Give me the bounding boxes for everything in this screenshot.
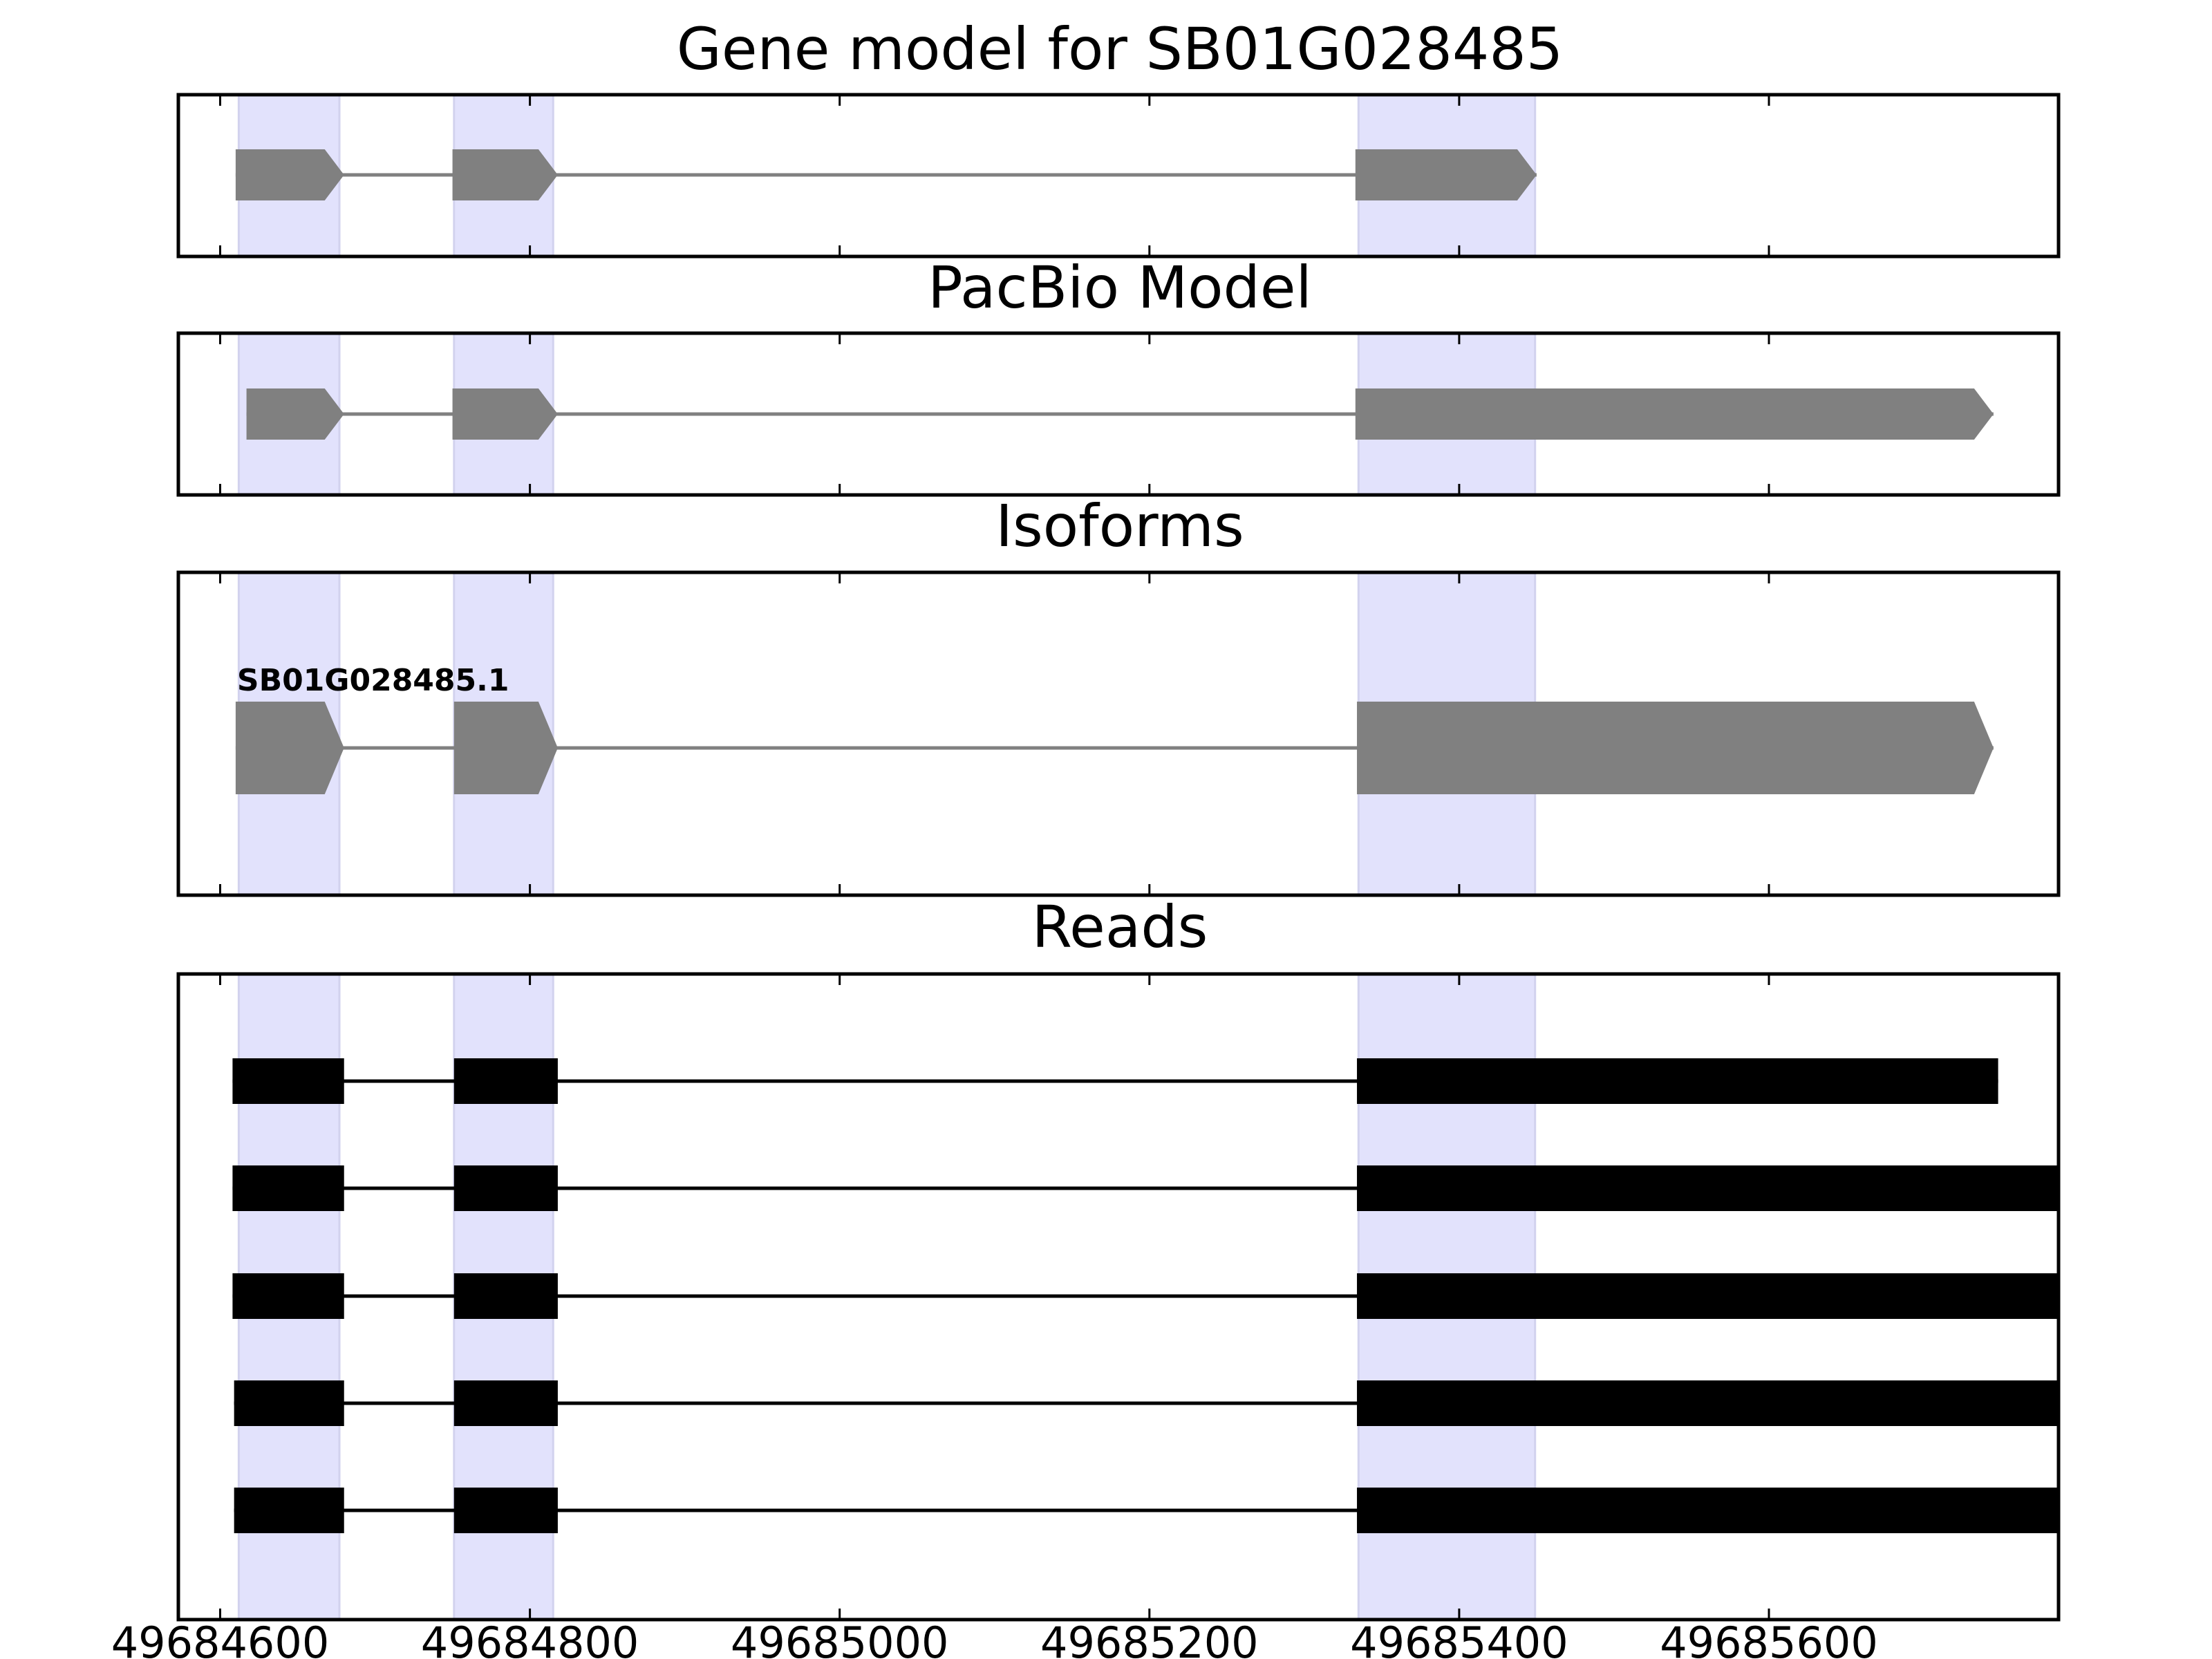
isoforms-panel-title: Isoforms <box>995 492 1244 560</box>
x-tick-label: 49684600 <box>111 1618 330 1659</box>
exon-block <box>235 149 344 200</box>
read-exon-block <box>234 1488 344 1533</box>
x-tick-label: 49685000 <box>731 1618 949 1659</box>
read-exon-block <box>1357 1165 2059 1211</box>
gene-model-panel: Gene model for SB01G028485 <box>176 15 2061 259</box>
panel-frame <box>176 972 2061 1622</box>
exon-block <box>1355 149 1537 200</box>
reads-panel: Reads <box>176 893 2061 1622</box>
x-axis: 49684600 49684800 49685000 49685200 49685400… <box>111 1618 1878 1659</box>
read-exon-block <box>453 1273 558 1319</box>
panel-frame <box>176 93 2061 259</box>
pacbio-model-panel-title: PacBio Model <box>928 254 1312 321</box>
reads-panel-title: Reads <box>1032 893 1208 961</box>
exon-block <box>1355 388 1994 440</box>
exon-block <box>246 388 344 440</box>
read-exon-block <box>453 1058 558 1104</box>
read-exon-block <box>453 1165 558 1211</box>
read-exon-block <box>1357 1380 2059 1426</box>
read-exon-block <box>232 1058 344 1104</box>
exon-block <box>1357 702 1994 794</box>
read-exon-block <box>1357 1058 1998 1104</box>
isoform-label: SB01G028485.1 <box>237 663 509 698</box>
exon-block <box>453 702 558 794</box>
exon-block <box>235 702 344 794</box>
x-tick-label: 49684800 <box>421 1618 639 1659</box>
panel-frame <box>176 331 2061 497</box>
isoforms-panel: Isoforms SB01G028485.1 <box>176 492 2061 897</box>
pacbio-model-panel: PacBio Model <box>176 254 2061 497</box>
read-exon-block <box>232 1165 344 1211</box>
read-exon-block <box>1357 1488 2059 1533</box>
read-exon-block <box>234 1380 344 1426</box>
x-tick-label: 49685600 <box>1660 1618 1878 1659</box>
exon-block <box>452 388 558 440</box>
read-exon-block <box>232 1273 344 1319</box>
gene-model-panel-title: Gene model for SB01G028485 <box>677 15 1563 83</box>
read-exon-block <box>453 1488 558 1533</box>
exon-block <box>452 149 558 200</box>
read-exon-block <box>453 1380 558 1426</box>
x-tick-label: 49685400 <box>1350 1618 1568 1659</box>
x-tick-label: 49685200 <box>1040 1618 1259 1659</box>
panel-frame <box>176 570 2061 897</box>
read-exon-block <box>1357 1273 2059 1319</box>
